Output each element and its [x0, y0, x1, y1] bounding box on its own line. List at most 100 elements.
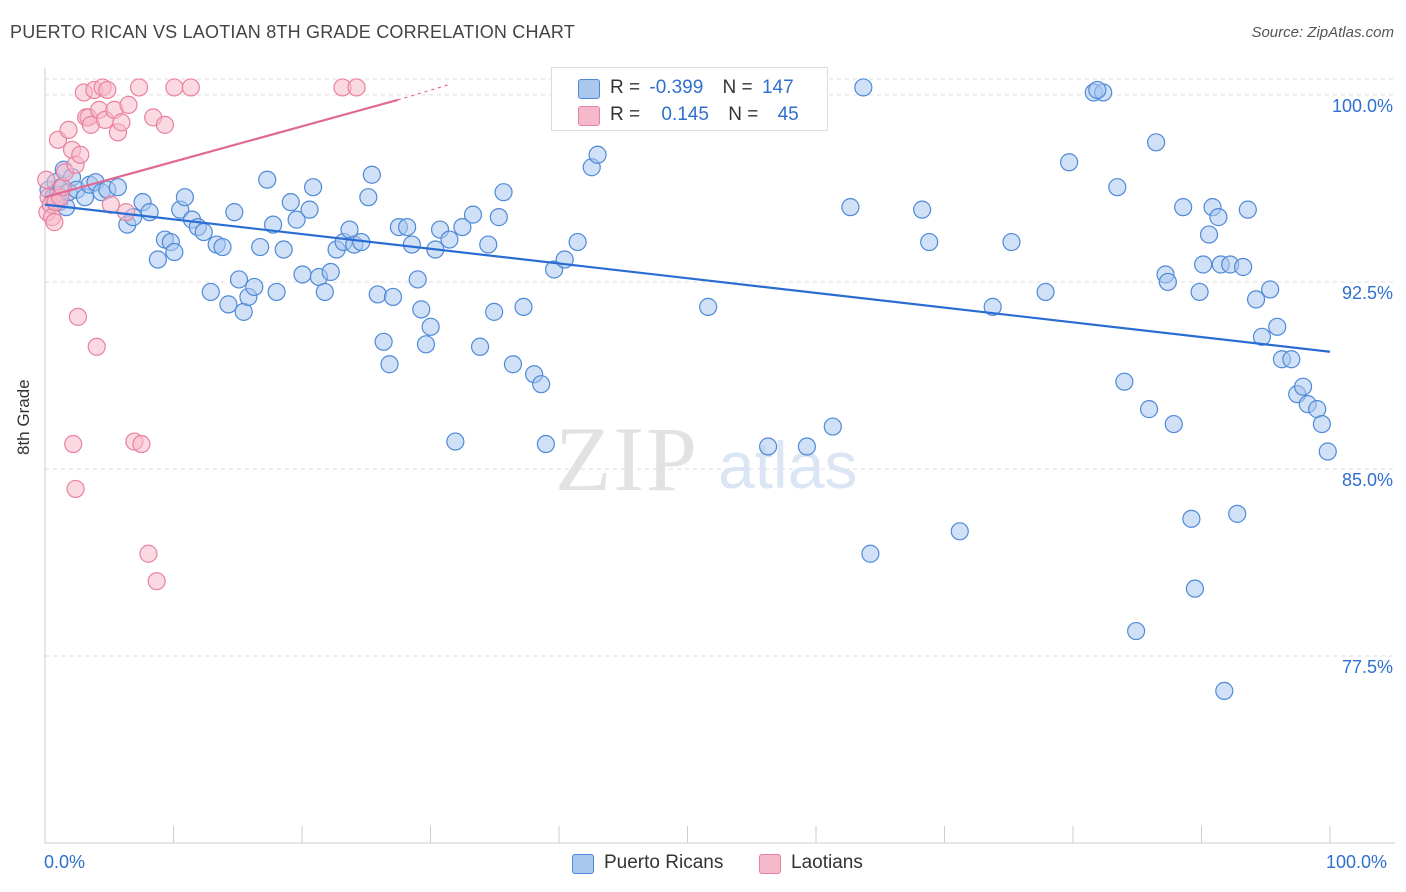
puerto-rican-point — [1127, 621, 1146, 641]
puerto-rican-point — [503, 355, 523, 374]
legend-label-puerto-ricans: Puerto Ricans — [604, 852, 724, 873]
puerto-rican-point — [293, 265, 312, 284]
laotian-point — [165, 78, 184, 97]
laotians-legend-swatch — [759, 854, 781, 874]
points-layer — [37, 78, 1337, 700]
puerto-rican-point — [479, 235, 498, 254]
puerto-rican-point — [213, 237, 232, 257]
puerto-rican-point — [1234, 257, 1253, 277]
puerto-rican-point — [402, 235, 421, 254]
puerto-rican-point — [514, 297, 533, 316]
puerto-rican-point — [408, 270, 427, 289]
source-credit: Source: ZipAtlas.com — [1251, 24, 1394, 41]
puerto-ricans-trend-line — [44, 203, 1331, 353]
puerto-rican-point — [274, 240, 293, 259]
puerto-rican-point — [287, 210, 306, 229]
puerto-rican-point — [1282, 350, 1301, 369]
puerto-rican-point — [1312, 414, 1331, 434]
puerto-rican-point — [315, 282, 334, 302]
puerto-rican-point — [383, 287, 403, 307]
laotian-point — [181, 78, 200, 97]
puerto-rican-point — [229, 270, 249, 289]
laotians-trend-extension — [397, 84, 448, 101]
laotian-point — [66, 479, 85, 499]
legend-label-laotians: Laotians — [791, 852, 863, 873]
puerto-rican-point — [1147, 133, 1166, 152]
puerto-rican-point — [1108, 178, 1127, 197]
trend-layer — [44, 84, 1331, 353]
laotian-point — [37, 170, 56, 189]
puerto-rican-point — [463, 205, 483, 224]
puerto-rican-point — [588, 145, 607, 164]
n-label: N = — [728, 104, 759, 125]
puerto-rican-point — [321, 262, 340, 282]
watermark-zip: ZIP — [555, 408, 699, 510]
laotian-point — [147, 572, 166, 591]
laotian-point — [112, 113, 131, 132]
puerto-rican-point — [699, 297, 718, 316]
r-label: R = — [610, 77, 641, 98]
puerto-rican-point — [225, 203, 244, 222]
watermark: ZIP atlas — [555, 408, 857, 510]
puerto-rican-point — [489, 208, 508, 227]
laotian-point — [98, 80, 117, 100]
puerto-rican-point — [281, 193, 300, 212]
laotian-point — [59, 120, 78, 139]
puerto-rican-point — [1246, 290, 1266, 309]
laotian-point — [68, 307, 88, 326]
laotians-r-value: 0.145 — [661, 104, 709, 125]
puerto-rican-point — [412, 300, 431, 319]
puerto-rican-point — [1199, 225, 1219, 244]
x-tick-label-max: 100.0% — [1326, 852, 1388, 872]
puerto-rican-point — [1252, 327, 1272, 346]
laotian-point — [64, 434, 83, 454]
puerto-rican-point — [1261, 280, 1280, 299]
puerto-rican-point — [264, 215, 283, 234]
puerto-rican-point — [854, 78, 873, 97]
laotian-point — [139, 544, 158, 563]
puerto-ricans-swatch — [578, 79, 600, 99]
grid-layer — [45, 78, 1395, 657]
puerto-rican-point — [494, 183, 513, 202]
laotians-n-value: 45 — [777, 104, 799, 125]
laotian-point — [119, 95, 138, 115]
puerto-rican-point — [440, 230, 459, 249]
puerto-rican-point — [201, 282, 220, 302]
puerto-rican-point — [861, 544, 880, 563]
laotian-point — [117, 203, 136, 222]
puerto-rican-point — [913, 200, 932, 219]
puerto-rican-point — [950, 522, 969, 541]
puerto-rican-point — [485, 302, 504, 321]
puerto-rican-point — [300, 200, 319, 219]
puerto-rican-point — [1194, 255, 1213, 274]
puerto-rican-point — [1158, 272, 1177, 292]
puerto-rican-point — [251, 237, 270, 257]
laotians-trend-line — [44, 98, 399, 199]
y-tick-label: 77.5% — [1342, 657, 1393, 677]
puerto-rican-point — [1238, 200, 1257, 219]
r-label: R = — [610, 104, 641, 125]
puerto-rican-point — [1174, 198, 1193, 217]
puerto-rican-point — [421, 317, 440, 336]
puerto-rican-point — [920, 232, 939, 252]
puerto-rican-point — [148, 250, 167, 269]
puerto-rican-point — [1318, 442, 1337, 461]
puerto-rican-point — [823, 417, 842, 436]
puerto-rican-point — [470, 337, 490, 356]
puerto-rican-point — [841, 198, 860, 217]
puerto-ricans-legend-swatch — [572, 854, 594, 874]
puerto-rican-point — [175, 188, 195, 207]
laotian-point — [45, 213, 64, 232]
chart-title: PUERTO RICAN VS LAOTIAN 8TH GRADE CORREL… — [10, 22, 575, 42]
puerto-rican-point — [108, 178, 127, 197]
puerto-rican-point — [245, 277, 264, 297]
puerto-ricans-n-value: 147 — [761, 77, 794, 98]
puerto-rican-point — [1190, 282, 1209, 302]
y-tick-label: 100.0% — [1332, 96, 1393, 116]
puerto-rican-point — [1139, 400, 1159, 419]
puerto-rican-point — [194, 222, 213, 242]
y-tick-label: 85.0% — [1342, 470, 1393, 490]
laotian-point — [347, 78, 366, 97]
puerto-rican-point — [374, 332, 393, 351]
watermark-atlas: atlas — [718, 428, 857, 502]
